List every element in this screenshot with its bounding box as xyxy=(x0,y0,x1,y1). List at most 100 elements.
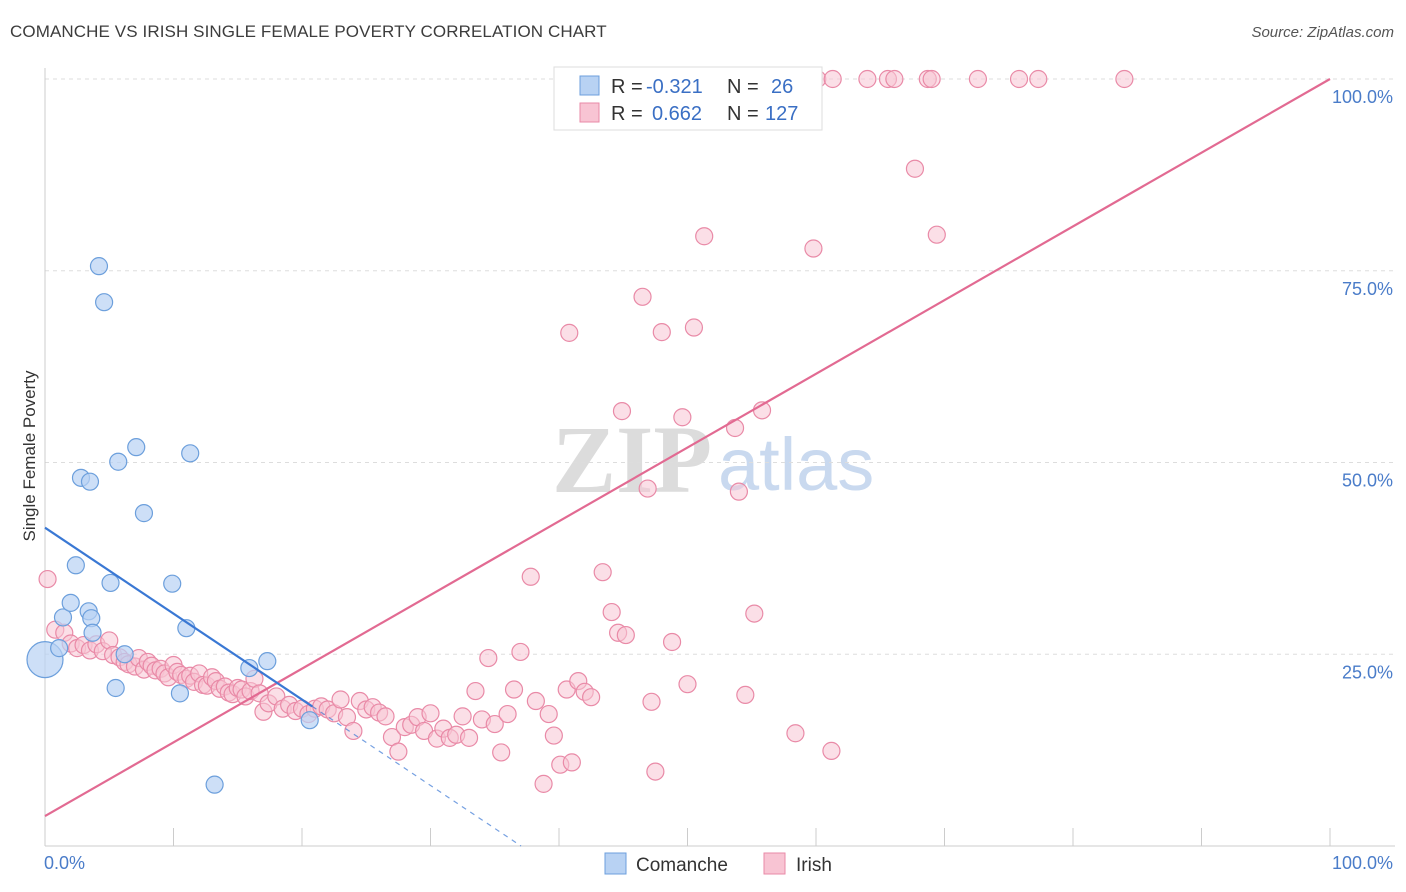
chart-title: COMANCHE VS IRISH SINGLE FEMALE POVERTY … xyxy=(10,22,607,41)
irish-point xyxy=(968,69,988,89)
irish-point xyxy=(729,482,749,501)
comanche-point xyxy=(115,645,134,664)
comanche-point xyxy=(300,711,319,730)
irish-point xyxy=(459,728,479,747)
irish-point xyxy=(466,681,485,701)
comanche-points xyxy=(26,257,319,794)
comanche-point xyxy=(89,257,109,276)
comanche-point xyxy=(134,504,154,523)
comanche-point xyxy=(50,639,69,658)
y-tick-label: 50.0% xyxy=(1342,471,1393,491)
comanche-point xyxy=(258,652,277,671)
comanche-point xyxy=(66,556,85,575)
comanche-point xyxy=(163,574,182,593)
bottom-legend-swatch-irish xyxy=(763,852,786,875)
irish-point xyxy=(695,227,714,246)
comanche-point xyxy=(95,293,114,312)
irish-point xyxy=(534,774,553,793)
irish-point xyxy=(633,287,652,306)
source-label: Source: ZipAtlas.com xyxy=(1251,24,1394,41)
irish-point xyxy=(1009,69,1029,89)
irish-point xyxy=(38,569,57,589)
irish-point xyxy=(593,563,612,582)
irish-point xyxy=(560,323,579,342)
x-tick-label: 0.0% xyxy=(44,853,85,873)
irish-point xyxy=(453,707,472,726)
irish-point xyxy=(927,225,946,244)
irish-point xyxy=(823,69,842,89)
legend-n-label: N = xyxy=(727,103,759,125)
bottom-legend-label-irish: Irish xyxy=(796,855,832,876)
x-tick-label: 100.0% xyxy=(1332,853,1393,873)
irish-point xyxy=(804,239,823,258)
comanche-point xyxy=(106,678,125,698)
irish-point xyxy=(479,648,498,668)
irish-trendline xyxy=(44,78,1331,818)
comanche-point xyxy=(127,438,146,457)
irish-point xyxy=(539,704,558,724)
comanche-point xyxy=(240,658,259,678)
irish-point xyxy=(504,680,524,699)
legend-r-label: R = xyxy=(611,76,643,98)
irish-point xyxy=(736,685,755,705)
comanche-point xyxy=(80,472,100,491)
irish-point xyxy=(678,675,697,694)
comanche-point xyxy=(181,444,200,463)
comanche-point xyxy=(205,775,224,794)
irish-point xyxy=(885,69,904,89)
irish-point xyxy=(331,690,350,709)
irish-point xyxy=(526,691,545,711)
irish-point xyxy=(376,707,395,726)
series-legend: Comanche Irish xyxy=(604,852,832,876)
stats-legend: R = -0.321 N = 26 R = 0.662 N = 127 xyxy=(553,66,823,131)
irish-point xyxy=(616,625,635,645)
comanche-point xyxy=(53,608,73,627)
irish-point xyxy=(646,762,665,781)
comanche-point xyxy=(170,684,190,703)
y-tick-label: 25.0% xyxy=(1342,662,1393,682)
irish-point xyxy=(642,692,661,711)
legend-n-label: N = xyxy=(727,76,759,98)
legend-r-value-comanche: -0.321 xyxy=(646,76,703,98)
comanche-trendline xyxy=(44,526,313,708)
y-tick-label: 100.0% xyxy=(1332,87,1393,107)
bottom-legend-swatch-comanche xyxy=(604,852,627,875)
bottom-legend-label-comanche: Comanche xyxy=(636,855,728,876)
comanche-point xyxy=(101,573,120,593)
irish-point xyxy=(905,159,925,178)
irish-point xyxy=(858,69,877,89)
irish-point xyxy=(786,724,805,743)
irish-point xyxy=(673,408,692,427)
irish-point xyxy=(582,688,601,707)
legend-swatch-comanche xyxy=(579,75,600,96)
irish-point xyxy=(922,69,941,89)
irish-point xyxy=(652,323,671,342)
axes xyxy=(44,68,1395,847)
irish-point xyxy=(1115,69,1134,89)
trendlines xyxy=(44,78,1331,847)
grid xyxy=(45,78,1395,655)
irish-point xyxy=(344,721,363,741)
irish-point xyxy=(498,704,517,724)
comanche-point xyxy=(61,593,80,612)
irish-point xyxy=(662,632,682,652)
tick-labels: 25.0% 50.0% 75.0% 100.0% 0.0% 100.0% xyxy=(44,87,1393,873)
comanche-trendline-extension xyxy=(311,705,522,847)
y-axis-title: Single Female Poverty xyxy=(20,370,39,542)
comanche-point xyxy=(109,452,128,471)
irish-point xyxy=(544,726,563,745)
irish-point xyxy=(745,604,764,623)
irish-point xyxy=(602,602,621,622)
irish-point xyxy=(684,318,704,337)
legend-n-value-irish: 127 xyxy=(765,103,798,125)
irish-point xyxy=(492,743,511,762)
irish-point xyxy=(612,402,632,421)
legend-r-value-irish: 0.662 xyxy=(652,103,702,125)
irish-point xyxy=(389,742,408,761)
y-tick-label: 75.0% xyxy=(1342,279,1393,299)
irish-point xyxy=(638,479,657,498)
legend-swatch-irish xyxy=(579,102,600,123)
legend-r-label: R = xyxy=(611,103,643,125)
legend-n-value-comanche: 26 xyxy=(771,76,793,98)
